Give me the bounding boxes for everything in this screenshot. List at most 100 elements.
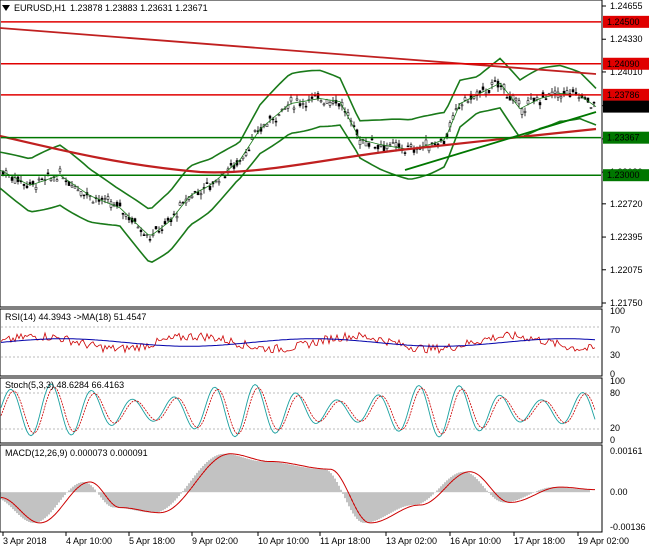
trend-lines	[404, 111, 597, 171]
candle-body	[301, 103, 305, 105]
candle-body	[385, 145, 389, 149]
candle-body	[247, 149, 251, 152]
price-scale-label: 1.24330	[610, 34, 643, 44]
candle-body	[391, 142, 395, 144]
candle-body	[46, 172, 50, 175]
macd-signal-line	[0, 453, 595, 524]
candle-body	[571, 89, 575, 93]
candle-body	[22, 184, 26, 186]
candle-body	[388, 144, 392, 146]
candle-body	[310, 96, 314, 99]
candle-body	[205, 182, 209, 184]
candle-body	[589, 107, 593, 109]
moving-average-long	[0, 27, 597, 75]
time-label: 17 Apr 18:00	[514, 536, 565, 546]
candles	[1, 76, 596, 243]
candle-body	[460, 104, 464, 107]
candle-body	[265, 123, 269, 127]
candle-body	[106, 196, 110, 200]
candle-body	[115, 201, 119, 207]
stoch-scale-label: 100	[610, 376, 625, 386]
candle-body	[484, 92, 488, 95]
candle-body	[118, 202, 122, 207]
candle-body	[325, 99, 329, 104]
candle-body	[409, 144, 413, 147]
candle-body	[175, 216, 179, 219]
candle-body	[58, 168, 62, 172]
candle-body	[208, 186, 212, 190]
stoch-scale: 100 80 20 0	[610, 376, 625, 445]
candle-body	[328, 102, 332, 106]
rsi-scale-label: 0	[610, 369, 615, 379]
level-badge	[603, 88, 649, 101]
candle-body	[475, 91, 479, 96]
candle-body	[553, 90, 557, 94]
level-value: 1.24090	[607, 59, 640, 69]
level-badge	[603, 131, 649, 144]
level-value: 1.24500	[607, 17, 640, 27]
candle-body	[274, 120, 278, 123]
candle-body	[358, 140, 362, 145]
candle-body	[403, 152, 407, 154]
level-badge	[603, 57, 649, 70]
candle-body	[376, 145, 380, 150]
candle-body	[178, 202, 182, 206]
candle-body	[160, 229, 164, 231]
time-label: 9 Apr 02:00	[192, 536, 238, 546]
candle-body	[529, 97, 533, 100]
bollinger-middle	[0, 82, 597, 236]
candle-body	[82, 194, 86, 197]
moving-average-200	[0, 127, 597, 174]
macd-pane: MACD(12,26,9) 0.000073 0.000091 0.001610…	[0, 446, 646, 532]
candle-body	[481, 86, 485, 90]
macd-scale: 0.00161 0.00 -0.00136	[610, 446, 646, 532]
time-label: 10 Apr 10:00	[258, 536, 309, 546]
rsi-scale-label: 30	[610, 350, 620, 360]
current-price-value: 1.23671	[607, 102, 640, 112]
candle-body	[37, 178, 41, 181]
candle-body	[253, 130, 257, 132]
candle-body	[163, 221, 167, 225]
bollinger-lower	[0, 106, 597, 263]
symbol-title: EURUSD,H1	[14, 3, 66, 13]
macd-line	[0, 453, 595, 524]
level-value: 1.23786	[607, 90, 640, 100]
candle-body	[490, 82, 494, 85]
candle-body	[292, 107, 296, 110]
candle-body	[127, 216, 131, 221]
candle-body	[559, 96, 563, 99]
rsi-scale-label: 70	[610, 325, 620, 335]
candle-body	[40, 178, 44, 181]
candle-body	[517, 100, 521, 105]
candle-body	[514, 97, 518, 101]
price-scale-label: 1.22395	[610, 232, 643, 242]
candle-body	[289, 97, 293, 102]
candle-body	[397, 143, 401, 149]
stoch-scale-label: 20	[610, 423, 620, 433]
candle-body	[535, 97, 539, 100]
dropdown-triangle-icon[interactable]	[2, 5, 10, 11]
support-trend-line	[404, 111, 597, 171]
candle-body	[217, 181, 221, 184]
candle-body	[142, 234, 146, 237]
candle-body	[334, 99, 338, 104]
rsi-scale: 100 70 30 0	[610, 306, 625, 379]
macd-scale-label: 0.00161	[610, 446, 643, 456]
candle-body	[244, 152, 248, 156]
stoch-scale-label: 80	[610, 388, 620, 398]
stoch-main-line	[0, 383, 596, 438]
candle-body	[370, 138, 374, 141]
rsi-lines	[0, 330, 596, 355]
candle-body	[466, 101, 470, 103]
macd-scale-label: 0.00	[610, 487, 628, 497]
candle-body	[223, 176, 227, 179]
candle-body	[55, 179, 59, 182]
time-label: 13 Apr 02:00	[386, 536, 437, 546]
candle-body	[70, 185, 74, 188]
candle-body	[139, 229, 143, 233]
time-label: 19 Apr 02:00	[578, 536, 629, 546]
candle-body	[373, 147, 377, 149]
candle-body	[364, 141, 368, 147]
price-scale-label: 1.22720	[610, 199, 643, 209]
